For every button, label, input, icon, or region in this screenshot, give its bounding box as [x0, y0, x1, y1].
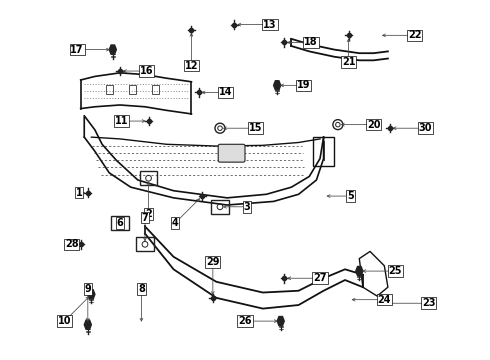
Bar	[111, 216, 129, 230]
Bar	[106, 85, 113, 94]
Text: 5: 5	[347, 191, 354, 201]
Polygon shape	[84, 320, 91, 329]
Polygon shape	[88, 290, 95, 299]
Polygon shape	[273, 81, 281, 90]
Bar	[129, 85, 136, 94]
Text: 2: 2	[145, 209, 152, 219]
Text: 4: 4	[172, 218, 179, 228]
Text: 13: 13	[263, 19, 277, 30]
Bar	[152, 85, 159, 94]
Bar	[136, 237, 154, 251]
Text: 12: 12	[185, 61, 198, 71]
Text: 11: 11	[115, 116, 128, 126]
Polygon shape	[356, 266, 363, 276]
Text: 9: 9	[84, 284, 91, 294]
Text: 26: 26	[238, 316, 252, 326]
Text: 1: 1	[75, 188, 82, 198]
Polygon shape	[277, 316, 284, 326]
Text: 17: 17	[71, 45, 84, 55]
Bar	[211, 200, 229, 214]
Text: 27: 27	[313, 273, 327, 283]
Text: 30: 30	[418, 123, 432, 133]
Text: 7: 7	[142, 212, 148, 222]
Text: 24: 24	[378, 295, 391, 305]
Text: 25: 25	[388, 266, 402, 276]
Text: 6: 6	[117, 218, 123, 228]
Text: 3: 3	[244, 202, 250, 212]
Text: 22: 22	[408, 30, 421, 40]
Text: 29: 29	[206, 257, 220, 267]
Text: 15: 15	[249, 123, 263, 133]
Text: 10: 10	[58, 316, 72, 326]
Text: 8: 8	[138, 284, 145, 294]
Text: 28: 28	[65, 239, 78, 249]
Polygon shape	[109, 45, 116, 54]
Text: 16: 16	[140, 66, 153, 76]
Text: 18: 18	[304, 37, 318, 48]
Text: 14: 14	[219, 87, 232, 98]
Text: 21: 21	[342, 57, 355, 67]
FancyBboxPatch shape	[218, 144, 245, 162]
Text: 20: 20	[367, 120, 380, 130]
Text: 23: 23	[422, 298, 436, 308]
Text: 19: 19	[297, 80, 311, 90]
Bar	[140, 171, 157, 185]
